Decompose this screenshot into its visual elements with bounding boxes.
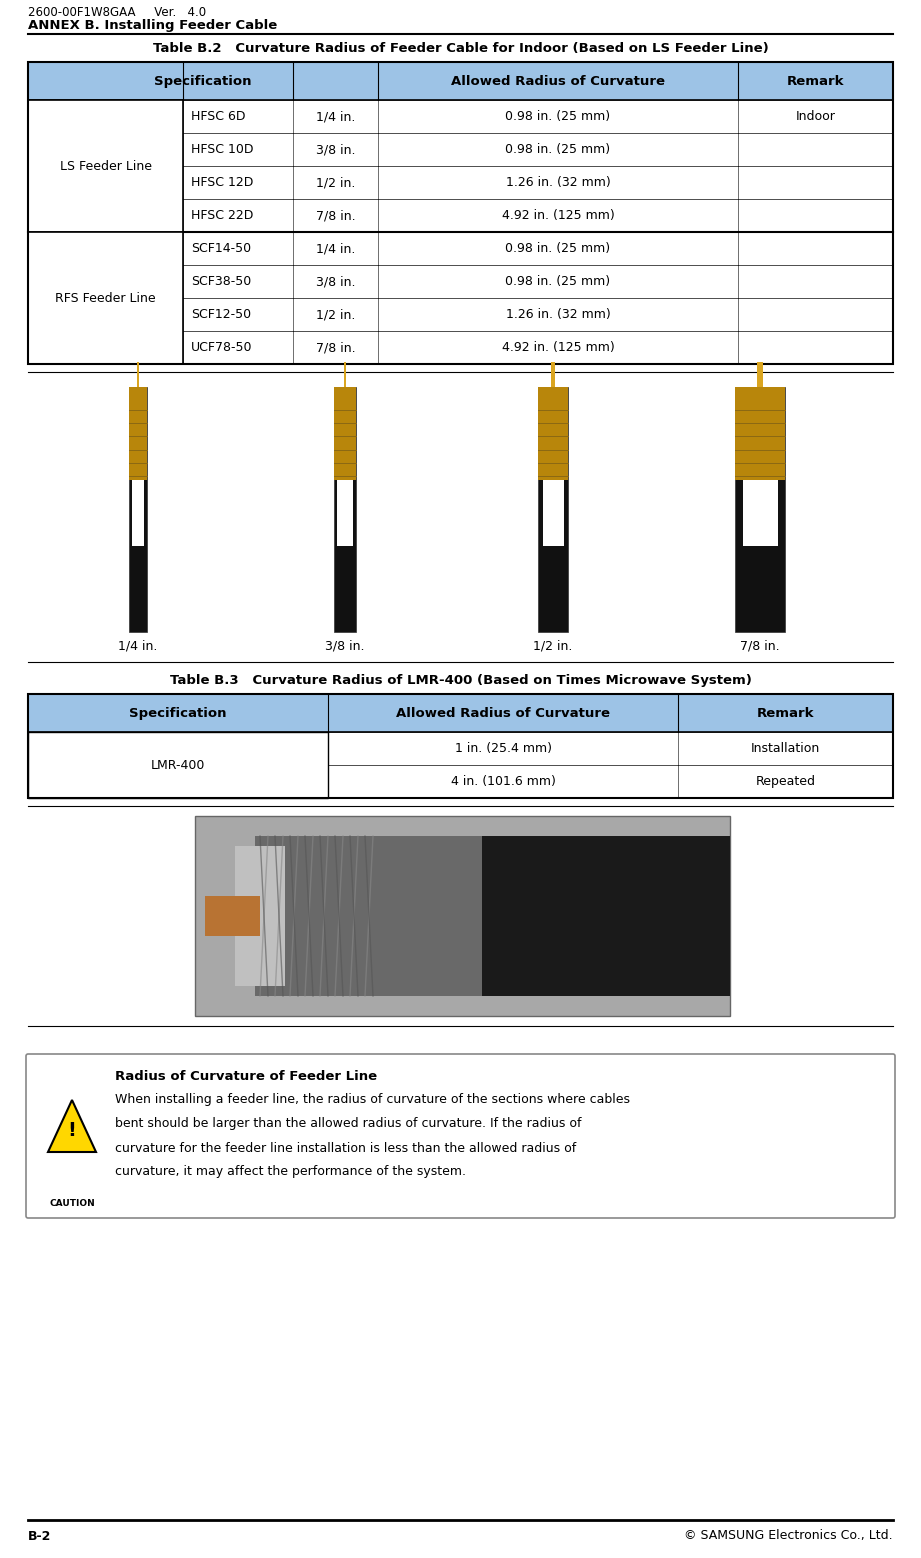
Text: 1/2 in.: 1/2 in. xyxy=(316,176,356,189)
Bar xyxy=(28,132,893,167)
Bar xyxy=(28,62,893,100)
Text: 1 in. (25.4 mm): 1 in. (25.4 mm) xyxy=(454,742,552,756)
Bar xyxy=(132,480,145,517)
Text: 1.26 in. (32 mm): 1.26 in. (32 mm) xyxy=(506,176,611,189)
Bar xyxy=(334,386,356,480)
Text: Radius of Curvature of Feeder Line: Radius of Curvature of Feeder Line xyxy=(115,1069,377,1083)
Bar xyxy=(129,386,147,633)
Text: 0.98 in. (25 mm): 0.98 in. (25 mm) xyxy=(506,276,611,288)
Bar xyxy=(334,386,356,633)
Bar xyxy=(132,411,145,547)
Bar xyxy=(742,411,777,547)
Text: bent should be larger than the allowed radius of curvature. If the radius of: bent should be larger than the allowed r… xyxy=(115,1117,581,1131)
Text: 4.92 in. (125 mm): 4.92 in. (125 mm) xyxy=(502,209,614,221)
Bar xyxy=(28,298,893,330)
Bar xyxy=(255,837,483,996)
Text: RFS Feeder Line: RFS Feeder Line xyxy=(55,291,156,304)
Bar xyxy=(328,765,893,798)
Text: 2600-00F1W8GAA     Ver.   4.0: 2600-00F1W8GAA Ver. 4.0 xyxy=(28,6,206,19)
FancyBboxPatch shape xyxy=(26,1055,895,1218)
Text: HFSC 6D: HFSC 6D xyxy=(191,111,246,123)
Bar xyxy=(129,386,147,480)
Text: © SAMSUNG Electronics Co., Ltd.: © SAMSUNG Electronics Co., Ltd. xyxy=(684,1530,893,1542)
Text: Remark: Remark xyxy=(787,75,845,87)
Text: 3/8 in.: 3/8 in. xyxy=(325,639,365,651)
Bar xyxy=(28,199,893,232)
Text: Allowed Radius of Curvature: Allowed Radius of Curvature xyxy=(396,706,610,720)
Text: 1/2 in.: 1/2 in. xyxy=(316,308,356,321)
Text: 1/4 in.: 1/4 in. xyxy=(118,639,157,651)
Bar xyxy=(28,232,893,265)
Bar xyxy=(344,361,346,386)
Polygon shape xyxy=(48,1100,96,1151)
Bar xyxy=(542,411,564,547)
Bar xyxy=(28,693,893,798)
Text: LMR-400: LMR-400 xyxy=(151,759,205,771)
Text: UCF78-50: UCF78-50 xyxy=(191,341,252,354)
Bar xyxy=(28,62,893,365)
Bar xyxy=(28,100,183,232)
Text: 0.98 in. (25 mm): 0.98 in. (25 mm) xyxy=(506,241,611,256)
Bar xyxy=(538,386,568,633)
Text: SCF12-50: SCF12-50 xyxy=(191,308,251,321)
Bar xyxy=(195,816,730,1016)
Text: Specification: Specification xyxy=(129,706,227,720)
Text: SCF38-50: SCF38-50 xyxy=(191,276,251,288)
Text: LS Feeder Line: LS Feeder Line xyxy=(60,159,151,173)
Text: 0.98 in. (25 mm): 0.98 in. (25 mm) xyxy=(506,143,611,156)
Text: 3/8 in.: 3/8 in. xyxy=(316,143,356,156)
Bar xyxy=(382,837,730,996)
Bar xyxy=(337,480,353,517)
Bar xyxy=(735,386,785,633)
Text: Table B.3   Curvature Radius of LMR-400 (Based on Times Microwave System): Table B.3 Curvature Radius of LMR-400 (B… xyxy=(170,673,752,687)
Text: 4.92 in. (125 mm): 4.92 in. (125 mm) xyxy=(502,341,614,354)
Text: When installing a feeder line, the radius of curvature of the sections where cab: When installing a feeder line, the radiu… xyxy=(115,1094,630,1106)
Bar xyxy=(205,896,260,936)
Bar xyxy=(235,846,285,986)
Bar xyxy=(328,732,893,765)
Bar xyxy=(757,361,763,386)
Text: SCF14-50: SCF14-50 xyxy=(191,241,251,256)
Text: B-2: B-2 xyxy=(28,1530,52,1542)
Text: 4 in. (101.6 mm): 4 in. (101.6 mm) xyxy=(450,774,555,788)
Text: HFSC 12D: HFSC 12D xyxy=(191,176,253,189)
Text: 1.26 in. (32 mm): 1.26 in. (32 mm) xyxy=(506,308,611,321)
Text: 7/8 in.: 7/8 in. xyxy=(740,639,780,651)
Text: 7/8 in.: 7/8 in. xyxy=(316,341,356,354)
Text: Indoor: Indoor xyxy=(796,111,835,123)
Text: 1/4 in.: 1/4 in. xyxy=(316,111,356,123)
Text: 3/8 in.: 3/8 in. xyxy=(316,276,356,288)
Text: Repeated: Repeated xyxy=(755,774,815,788)
Text: HFSC 22D: HFSC 22D xyxy=(191,209,253,221)
Bar xyxy=(28,330,893,365)
Bar xyxy=(742,480,777,517)
Text: Installation: Installation xyxy=(751,742,820,756)
Bar xyxy=(28,732,328,798)
Text: Specification: Specification xyxy=(154,75,251,87)
Text: 1/4 in.: 1/4 in. xyxy=(316,241,356,256)
Text: Remark: Remark xyxy=(757,706,814,720)
Bar xyxy=(137,361,139,386)
Bar xyxy=(337,411,353,547)
Bar xyxy=(538,386,568,480)
Text: HFSC 10D: HFSC 10D xyxy=(191,143,253,156)
Bar xyxy=(28,693,893,732)
Bar xyxy=(28,232,183,365)
Bar xyxy=(735,386,785,480)
Bar xyxy=(551,361,554,386)
Bar xyxy=(28,100,893,132)
Text: CAUTION: CAUTION xyxy=(49,1200,95,1207)
Text: ANNEX B. Installing Feeder Cable: ANNEX B. Installing Feeder Cable xyxy=(28,19,277,31)
Text: curvature for the feeder line installation is less than the allowed radius of: curvature for the feeder line installati… xyxy=(115,1142,577,1154)
Bar xyxy=(28,265,893,298)
Text: !: ! xyxy=(67,1120,76,1139)
Text: 7/8 in.: 7/8 in. xyxy=(316,209,356,221)
Text: 0.98 in. (25 mm): 0.98 in. (25 mm) xyxy=(506,111,611,123)
Text: curvature, it may affect the performance of the system.: curvature, it may affect the performance… xyxy=(115,1165,466,1178)
Text: Allowed Radius of Curvature: Allowed Radius of Curvature xyxy=(451,75,665,87)
Bar xyxy=(28,167,893,199)
Bar xyxy=(542,480,564,517)
Text: 1/2 in.: 1/2 in. xyxy=(533,639,573,651)
Text: Table B.2   Curvature Radius of Feeder Cable for Indoor (Based on LS Feeder Line: Table B.2 Curvature Radius of Feeder Cab… xyxy=(153,42,769,55)
